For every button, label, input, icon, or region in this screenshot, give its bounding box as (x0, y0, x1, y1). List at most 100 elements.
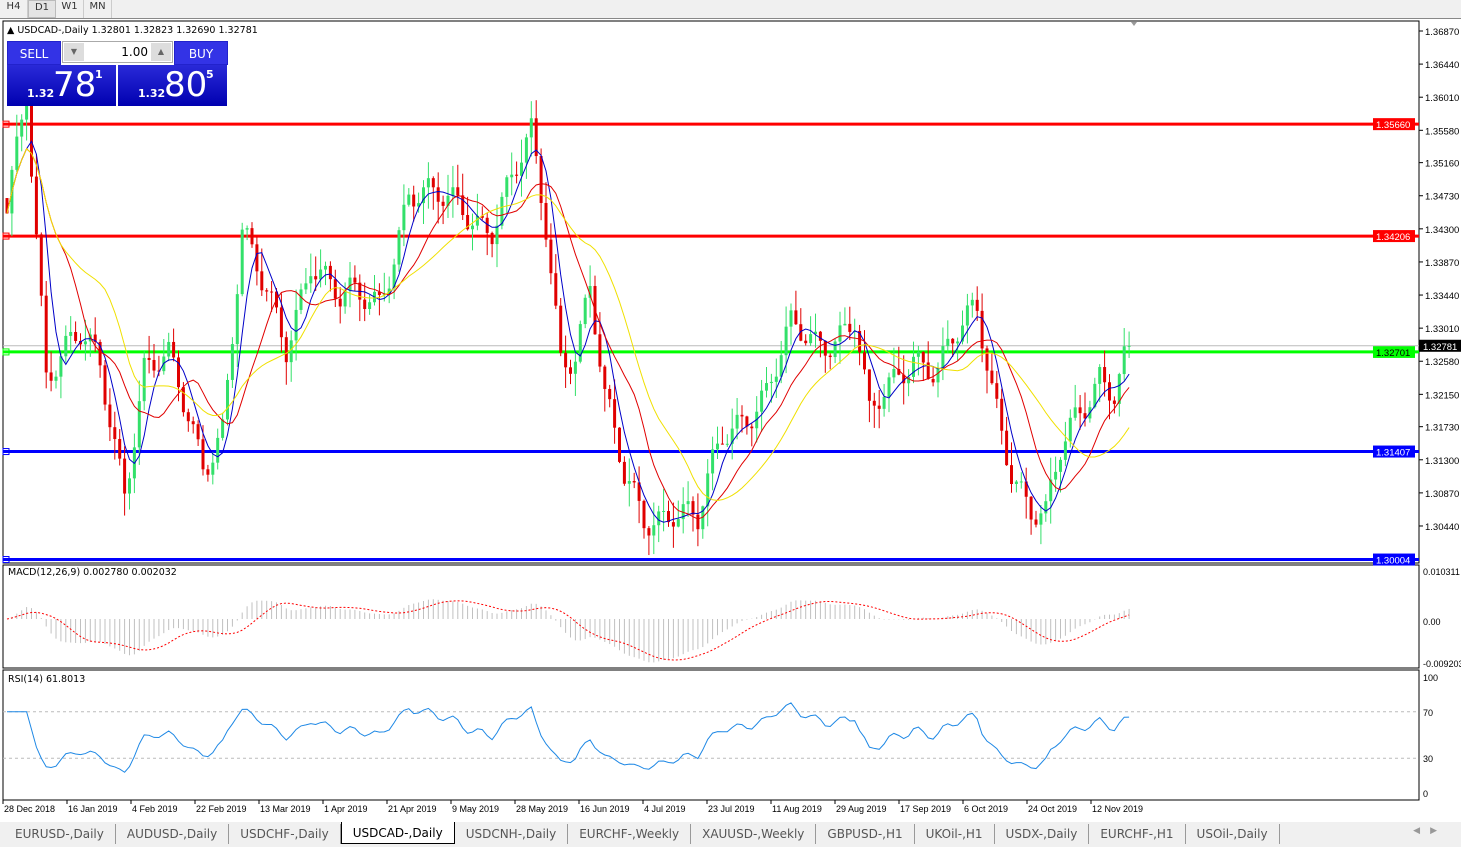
candle (794, 310, 798, 325)
candle (299, 289, 303, 310)
line-anchor-icon (2, 120, 10, 128)
chart-tab[interactable]: XAUUSD-,Weekly (691, 824, 817, 844)
sell-price[interactable]: 1.32 78 1 (7, 65, 116, 106)
timeframe-w1[interactable]: W1 (56, 0, 84, 18)
candle (1000, 398, 1004, 431)
volume-input[interactable]: 1.00 (121, 45, 148, 59)
timeframe-mn[interactable]: MN (84, 0, 112, 18)
candle (230, 344, 234, 380)
buy-button[interactable]: BUY (174, 41, 228, 65)
chart-tab[interactable]: USDCHF-,Daily (229, 824, 341, 844)
candle (921, 351, 925, 363)
chart-tab[interactable]: USDCAD-,Daily (340, 822, 455, 844)
candle (441, 201, 445, 206)
chart-tab[interactable]: GBPUSD-,H1 (816, 824, 915, 844)
date-label: 16 Jan 2019 (68, 804, 118, 814)
candle (1029, 496, 1033, 520)
candle (348, 277, 352, 291)
chart-tab[interactable]: AUDUSD-,Daily (116, 824, 230, 844)
candle (201, 439, 205, 470)
candle (226, 379, 229, 420)
line-anchor-icon (2, 348, 10, 356)
chart-tab[interactable]: EURCHF-,H1 (1089, 824, 1186, 844)
candle (333, 279, 337, 299)
candle (304, 283, 308, 290)
timeframe-h4[interactable]: H4 (0, 0, 28, 18)
candle (877, 405, 881, 409)
chart-tab[interactable]: USOil-,Daily (1186, 824, 1280, 844)
price-tick-label: 1.33870 (1425, 258, 1459, 269)
hline-price-label: 1.35660 (1376, 120, 1410, 131)
chart-tab[interactable]: USDX-,Daily (995, 824, 1090, 844)
candle (25, 104, 29, 120)
candle (74, 331, 78, 341)
candle (451, 187, 455, 196)
chart-tab[interactable]: EURUSD-,Daily (4, 824, 116, 844)
price-tick-label: 1.31300 (1425, 456, 1459, 467)
candle (20, 119, 24, 137)
candle (1078, 407, 1082, 414)
pane-frame (2, 564, 1420, 669)
hline-price-label: 1.30004 (1376, 556, 1410, 567)
candle (1049, 479, 1053, 502)
candle (69, 331, 73, 336)
candle (549, 239, 553, 274)
candle (961, 325, 964, 342)
candle (740, 414, 744, 417)
candle (495, 225, 499, 245)
candle (980, 310, 984, 349)
tab-scroll-arrows[interactable]: ◀▶ (1413, 826, 1447, 836)
candle (662, 511, 666, 513)
candle (431, 178, 435, 188)
price-chart[interactable]: 1.356601.342061.327011.314071.300041.368… (0, 0, 1461, 822)
candle (137, 401, 141, 448)
price-tick-label: 1.36870 (1425, 27, 1459, 38)
date-label: 4 Jul 2019 (644, 804, 686, 814)
date-label: 16 Jun 2019 (580, 804, 630, 814)
timeframe-d1[interactable]: D1 (28, 0, 56, 18)
sell-button[interactable]: SELL (7, 41, 61, 65)
volume-increase-icon[interactable]: ▲ (151, 43, 171, 61)
candle (1117, 374, 1121, 404)
buy-price[interactable]: 1.32 80 5 (118, 65, 227, 106)
candle (534, 118, 538, 157)
chart-tab[interactable]: EURCHF-,Weekly (568, 824, 692, 844)
line-anchor-icon (2, 232, 10, 240)
candle (995, 383, 999, 399)
collapse-icon[interactable]: ▲ (7, 25, 18, 36)
volume-decrease-icon[interactable]: ▼ (64, 43, 84, 61)
ma-slow-line (6, 147, 1130, 502)
chart-tab[interactable]: UKOil-,H1 (915, 824, 995, 844)
candle (34, 176, 38, 235)
candle (618, 427, 621, 462)
candle (735, 414, 739, 429)
candle (823, 340, 827, 356)
candle (897, 369, 901, 375)
candle (774, 376, 778, 382)
candle (1127, 345, 1131, 347)
candle (598, 334, 602, 367)
candle (510, 174, 514, 178)
candle (867, 369, 871, 401)
candle (260, 271, 264, 291)
buy-price-point: 5 (206, 68, 214, 81)
price-tick-label: 1.33440 (1425, 291, 1459, 302)
date-label: 4 Feb 2019 (132, 804, 178, 814)
candle (1054, 471, 1058, 480)
candle (397, 230, 401, 265)
candle (118, 439, 122, 459)
candle (613, 399, 617, 428)
price-label-bg (1373, 230, 1415, 243)
ma-fast-line (6, 140, 1130, 523)
candle (59, 356, 63, 377)
candle (814, 331, 817, 335)
candle (319, 269, 323, 280)
candle (98, 341, 102, 366)
macd-label: MACD(12,26,9) 0.002780 0.002032 (8, 567, 177, 578)
candle (446, 195, 450, 206)
chart-tab[interactable]: USDCNH-,Daily (455, 824, 569, 844)
price-tick-label: 1.35580 (1425, 126, 1459, 137)
candle (1103, 367, 1107, 383)
ma-mid-line (6, 147, 1130, 520)
volume-stepper[interactable]: ▼ 1.00 ▲ (62, 41, 173, 63)
